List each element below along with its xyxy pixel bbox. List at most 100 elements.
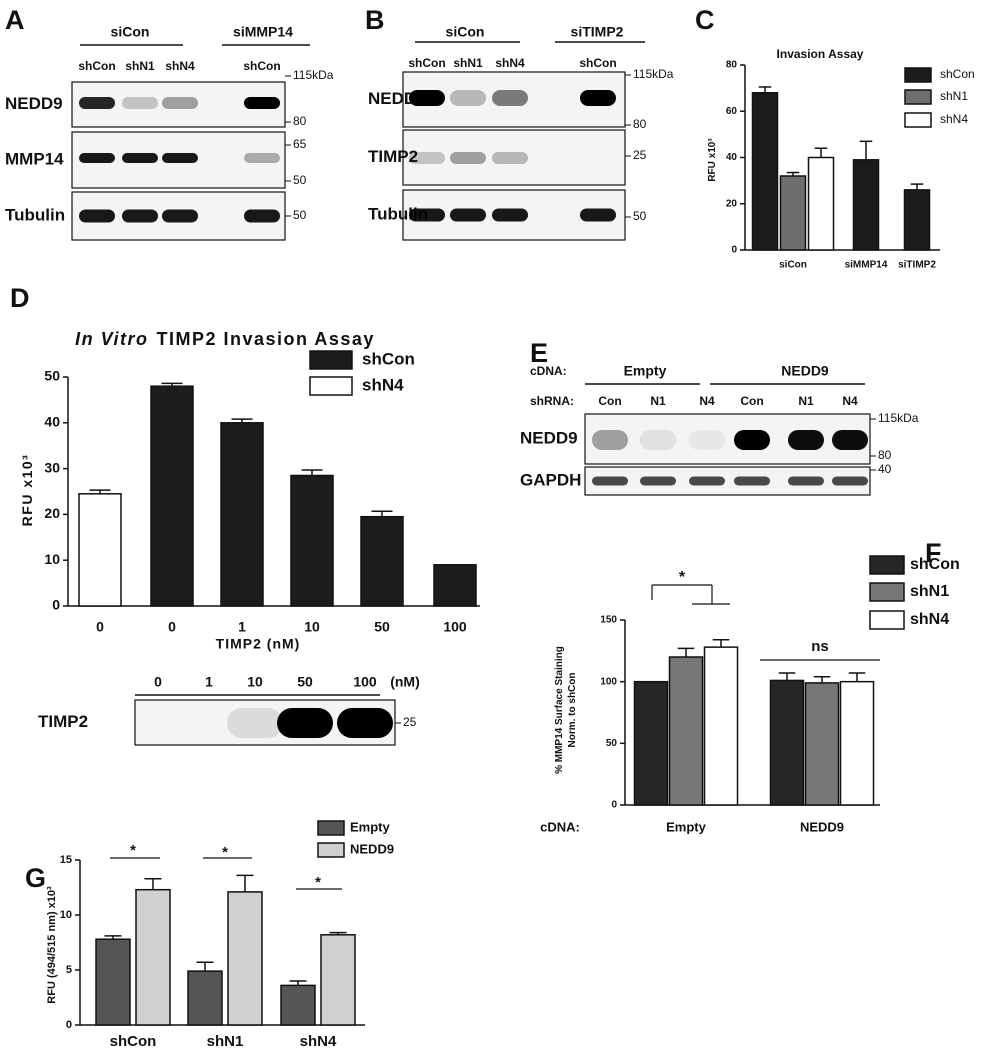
marker-label: 50 <box>293 173 307 187</box>
marker-label: 50 <box>293 208 307 222</box>
legend-swatch <box>317 820 345 836</box>
band <box>734 430 770 450</box>
x-tick-label: shN1 <box>207 1033 244 1050</box>
band <box>79 153 115 163</box>
row-label: GAPDH <box>520 470 581 489</box>
annotation: * <box>222 844 228 861</box>
panel-letter: E <box>530 338 548 368</box>
panel-letter: A <box>5 5 25 35</box>
x-axis-label: TIMP2 (nM) <box>216 636 301 652</box>
band <box>162 153 198 163</box>
legend-label: shN1 <box>910 583 949 600</box>
x-tick-label: 100 <box>443 619 467 635</box>
bar <box>804 682 840 806</box>
marker-label: 80 <box>633 117 647 131</box>
y-tick-label: 10 <box>44 551 60 567</box>
x-tick-label: shCon <box>110 1033 157 1050</box>
x-tick-label: siCon <box>779 260 807 271</box>
band <box>450 208 486 222</box>
band <box>244 97 280 109</box>
legend-label: shN4 <box>362 375 404 394</box>
legend-label: shN1 <box>940 89 968 103</box>
panel-letter: G <box>25 863 46 893</box>
legend-label: shCon <box>362 349 415 368</box>
group-label: siTIMP2 <box>571 24 624 40</box>
band <box>592 476 628 486</box>
y-tick-label: 30 <box>44 459 60 475</box>
band <box>734 476 770 486</box>
band <box>162 209 198 223</box>
group-label: cDNA: <box>540 819 580 834</box>
legend-swatch <box>309 350 353 370</box>
lane-label: shN4 <box>495 56 525 70</box>
band <box>277 708 333 738</box>
bar <box>703 646 739 806</box>
band <box>244 153 280 163</box>
bar <box>839 680 875 806</box>
lane-label: Con <box>740 394 763 408</box>
band <box>409 90 445 106</box>
bar <box>150 385 194 607</box>
y-axis-label: % MMP14 Surface Staining Norm. to shCon <box>554 646 578 774</box>
y-tick-label: 5 <box>66 964 72 976</box>
legend-swatch <box>904 112 932 128</box>
band <box>788 476 824 486</box>
lane-label: 50 <box>297 674 313 690</box>
band <box>788 430 824 450</box>
bar <box>433 564 477 607</box>
chart-title-text: TIMP2 Invasion Assay <box>156 329 374 349</box>
y-axis-label-text: RFU x10³ <box>19 454 35 527</box>
band <box>122 153 158 163</box>
band <box>640 430 676 450</box>
y-tick-label: 50 <box>44 368 60 384</box>
lane-label: 10 <box>247 674 263 690</box>
y-axis-label-line: % MMP14 Surface Staining <box>554 646 565 774</box>
marker-label: 40 <box>878 462 892 476</box>
band <box>592 430 628 450</box>
legend-swatch <box>904 67 932 83</box>
lane-label: 100 <box>353 674 377 690</box>
band <box>409 208 445 222</box>
bar <box>187 970 223 1026</box>
x-tick-label: 10 <box>304 619 320 635</box>
row-label: Tubulin <box>5 205 65 224</box>
lane-label: N1 <box>650 394 666 408</box>
panel-letter: C <box>695 5 715 35</box>
lane-label: shN1 <box>453 56 483 70</box>
lane-label: N4 <box>842 394 858 408</box>
band <box>492 90 528 106</box>
y-tick-label: 0 <box>611 800 617 811</box>
x-tick-label: 0 <box>96 619 104 635</box>
annotation: * <box>679 569 686 586</box>
y-tick-label: 50 <box>606 738 618 749</box>
y-axis-label-text: RFU (494/515 nm) x10³ <box>46 886 58 1004</box>
row-label: TIMP2 <box>38 712 88 731</box>
chart-title: In Vitro TIMP2 Invasion Assay <box>75 329 375 349</box>
band <box>450 90 486 106</box>
lane-label: shN1 <box>125 59 155 73</box>
lane-label: Con <box>598 394 621 408</box>
band <box>580 208 616 222</box>
y-tick-label: 0 <box>66 1019 72 1031</box>
bar <box>633 680 669 806</box>
legend-label: Empty <box>350 819 391 834</box>
chart-title-italic: In Vitro <box>75 329 148 349</box>
lane-label: shCon <box>78 59 115 73</box>
panel-letter: D <box>10 283 30 313</box>
legend-swatch <box>869 555 905 575</box>
band <box>832 476 868 486</box>
blot-box <box>402 129 626 186</box>
x-tick-label: shN4 <box>300 1033 337 1050</box>
bar <box>280 984 316 1026</box>
marker-label: 80 <box>878 448 892 462</box>
bar <box>769 679 805 806</box>
legend-label: shN4 <box>910 611 949 628</box>
x-tick-label: 1 <box>238 619 246 635</box>
x-tick-label: 50 <box>374 619 390 635</box>
band <box>122 209 158 223</box>
bar <box>290 474 334 607</box>
bar <box>903 189 931 251</box>
marker-label: 115kDa <box>293 68 334 82</box>
x-tick-label: siTIMP2 <box>898 260 936 271</box>
